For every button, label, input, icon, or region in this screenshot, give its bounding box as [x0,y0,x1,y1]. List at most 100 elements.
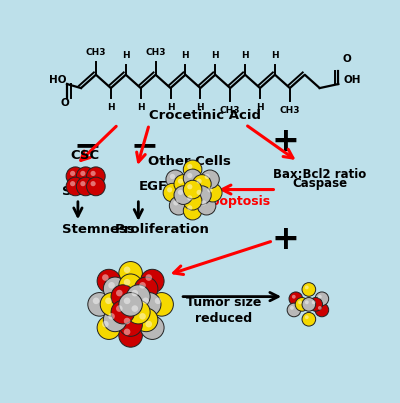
Circle shape [295,297,309,311]
Circle shape [119,274,142,297]
Circle shape [90,171,96,176]
Circle shape [126,285,150,308]
Circle shape [138,293,161,316]
Text: H: H [167,103,174,112]
Circle shape [80,181,86,186]
Circle shape [139,282,146,289]
Circle shape [174,186,193,204]
Text: CH3: CH3 [280,106,300,115]
Text: Tumor size
reduced: Tumor size reduced [186,296,261,325]
Circle shape [169,196,188,215]
Circle shape [103,277,127,301]
Circle shape [167,187,172,193]
Circle shape [97,269,121,293]
Circle shape [126,300,150,324]
Circle shape [116,305,123,312]
Circle shape [193,186,211,204]
Circle shape [302,297,316,311]
Circle shape [318,306,322,310]
Circle shape [140,316,164,339]
Text: Caspase: Caspase [292,177,347,190]
Circle shape [124,266,130,273]
Circle shape [204,183,222,202]
Circle shape [70,171,75,176]
Text: Stemness: Stemness [62,223,135,237]
Circle shape [183,169,202,188]
Circle shape [183,191,202,210]
Circle shape [132,290,138,296]
Circle shape [173,200,178,206]
Text: H: H [241,51,249,60]
Circle shape [146,321,152,327]
Circle shape [139,313,146,320]
Circle shape [119,262,142,285]
Circle shape [309,297,322,311]
Text: −: − [130,130,158,162]
Circle shape [124,297,130,304]
Circle shape [305,300,309,304]
Circle shape [183,202,202,220]
Circle shape [187,173,192,178]
Circle shape [155,297,161,304]
Circle shape [102,321,109,327]
Circle shape [102,274,109,281]
Circle shape [187,205,192,210]
Text: Other Cells: Other Cells [148,155,231,168]
Circle shape [305,285,309,289]
Text: H: H [212,51,219,60]
Circle shape [204,174,210,179]
Circle shape [178,179,183,184]
Text: H: H [196,103,204,112]
Circle shape [201,200,206,206]
Text: H: H [137,103,144,112]
Circle shape [196,190,202,195]
Circle shape [86,177,105,196]
Circle shape [315,292,329,305]
Circle shape [103,308,127,332]
Circle shape [88,293,111,316]
Circle shape [289,292,303,305]
Text: −: − [73,130,101,162]
Circle shape [108,282,115,289]
Circle shape [197,196,216,215]
Circle shape [187,164,192,169]
Circle shape [86,167,105,185]
Circle shape [187,195,192,201]
Circle shape [134,308,158,332]
Circle shape [100,293,124,316]
Circle shape [111,300,135,324]
Circle shape [66,177,85,196]
Circle shape [178,190,183,195]
Text: HO: HO [49,75,66,85]
Text: H: H [271,51,279,60]
Circle shape [76,177,95,196]
Circle shape [298,300,302,304]
Circle shape [187,184,192,189]
Text: Bax:Bcl2 ratio: Bax:Bcl2 ratio [273,168,366,181]
Circle shape [174,174,193,193]
Circle shape [207,187,212,193]
Circle shape [315,303,329,317]
Circle shape [111,285,135,308]
Circle shape [183,180,202,199]
Circle shape [201,170,219,189]
Text: H: H [182,51,189,60]
Circle shape [146,274,152,281]
Circle shape [80,171,86,176]
Circle shape [76,167,95,185]
Circle shape [163,183,182,202]
Circle shape [124,328,130,335]
Text: EGFR: EGFR [138,180,178,193]
Circle shape [302,283,316,296]
Text: SHH: SHH [62,185,94,197]
Circle shape [183,160,202,179]
Circle shape [302,312,316,326]
Circle shape [119,293,142,316]
Circle shape [292,295,296,299]
Circle shape [193,174,211,193]
Text: Apoptosis: Apoptosis [202,195,270,208]
Circle shape [150,293,173,316]
Circle shape [134,277,158,301]
Text: H: H [256,103,264,112]
Circle shape [142,297,149,304]
